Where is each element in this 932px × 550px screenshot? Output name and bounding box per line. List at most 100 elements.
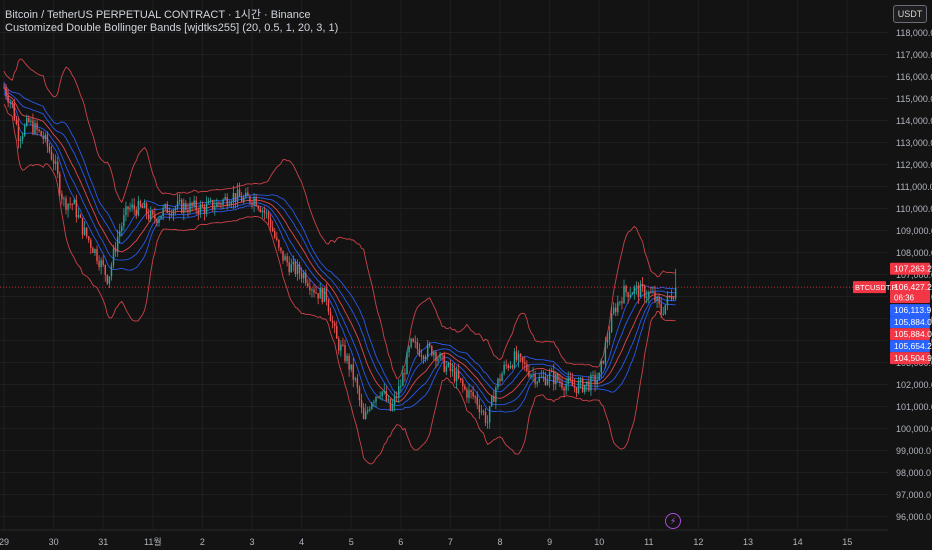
- candle-body: [472, 392, 474, 397]
- candle-body: [362, 407, 365, 420]
- candle-body: [466, 389, 468, 398]
- candle-body: [63, 198, 65, 200]
- indicator-legend[interactable]: Customized Double Bollinger Bands [wjdtk…: [5, 22, 339, 34]
- candle-body: [573, 385, 576, 388]
- candle-body: [381, 391, 383, 397]
- candle-body: [123, 215, 125, 227]
- time-tick-label: 30: [49, 537, 59, 547]
- candle-body: [317, 293, 319, 299]
- candle-body: [606, 339, 609, 343]
- candle-body: [588, 381, 590, 391]
- candle-body: [36, 123, 38, 130]
- price-tick-label: 113,000.0: [896, 138, 932, 148]
- candle-body: [311, 289, 313, 291]
- candle-body: [625, 285, 627, 293]
- candle-body: [627, 292, 629, 298]
- candle-body: [313, 289, 315, 293]
- candle-body: [517, 353, 520, 360]
- candle-body: [193, 200, 195, 207]
- price-tick-label: 115,000.0: [896, 94, 932, 104]
- candle-body: [404, 373, 406, 375]
- candle-body: [131, 204, 133, 208]
- time-tick-label: 7: [448, 537, 453, 547]
- time-tick-label: 11: [644, 537, 653, 547]
- candle-body: [495, 387, 497, 402]
- lightning-icon[interactable]: ⚡: [665, 513, 681, 529]
- candle-body: [501, 373, 503, 382]
- candle-body: [544, 376, 547, 385]
- candle-body: [462, 380, 464, 387]
- candle-body: [565, 384, 567, 391]
- candle-body: [662, 313, 664, 315]
- candle-body: [267, 212, 270, 219]
- candle-body: [201, 204, 204, 207]
- candle-body: [327, 300, 330, 312]
- candle-body: [3, 87, 5, 89]
- price-label-box: [890, 281, 930, 294]
- candle-body: [139, 200, 142, 206]
- candle-body: [586, 381, 588, 385]
- candle-body: [377, 396, 379, 398]
- candle-body: [271, 227, 274, 232]
- price-label-text: 104,504.9: [894, 353, 932, 363]
- candle-body: [350, 364, 352, 370]
- candle-body: [209, 200, 212, 202]
- candle-body: [67, 203, 69, 211]
- symbol-tag-box: [853, 281, 886, 294]
- time-axis: 29 30 31 11월 2 3 4 5 6 7 8 9 10 11 12 13 14 15: [0, 529, 888, 547]
- price-labels: 107,263.2 106,427.2 06:36 106,113.9 105,884.…: [890, 262, 932, 365]
- candle-body: [344, 345, 346, 361]
- candle-body: [191, 202, 193, 207]
- candle-body: [255, 197, 257, 207]
- candle-body: [596, 380, 598, 384]
- candle-body: [650, 292, 652, 294]
- candle-body: [338, 338, 340, 351]
- candle-body: [170, 213, 173, 216]
- candle-body: [536, 381, 538, 384]
- candle-body: [44, 134, 47, 140]
- candle-body: [263, 210, 266, 213]
- candle-body: [499, 378, 501, 382]
- candle-body: [420, 355, 423, 357]
- price-tick-label: 114,000.0: [896, 116, 932, 126]
- candle-body: [81, 217, 84, 235]
- candle-body: [507, 365, 509, 369]
- candle-body: [98, 261, 100, 268]
- symbol-title[interactable]: Bitcoin / TetherUS PERPETUAL CONTRACT · …: [5, 9, 311, 21]
- candle-body: [410, 338, 412, 348]
- candle-body: [50, 151, 53, 160]
- price-tick-label: 99,000.0: [896, 446, 931, 456]
- time-tick-label: 6: [398, 537, 403, 547]
- candle-body: [69, 203, 71, 205]
- candle-body: [119, 231, 121, 237]
- candle-body: [538, 377, 540, 382]
- candle-body: [207, 201, 210, 204]
- price-tick-label: 111,000.0: [896, 182, 932, 192]
- candle-body: [584, 384, 586, 392]
- candle-body: [71, 204, 73, 206]
- candle-body: [278, 239, 280, 248]
- candle-body: [476, 396, 478, 405]
- candle-body: [85, 227, 88, 237]
- candle-body: [422, 356, 425, 360]
- candle-body: [133, 204, 135, 210]
- currency-button[interactable]: USDT: [893, 5, 927, 23]
- time-tick-label: 4: [299, 537, 304, 547]
- time-tick-label: 10: [594, 537, 604, 547]
- candle-body: [532, 374, 534, 376]
- candle-body: [38, 129, 40, 132]
- candle-body: [94, 249, 96, 253]
- candle-body: [393, 396, 396, 405]
- candle-body: [639, 283, 642, 297]
- candle-body: [513, 351, 516, 368]
- candle-body: [451, 369, 454, 372]
- candle-body: [61, 193, 63, 200]
- candle-body: [431, 345, 433, 356]
- candle-body: [526, 364, 528, 372]
- candle-body: [455, 370, 458, 382]
- candle-body: [540, 377, 543, 379]
- price-tick-label: 98,000.0: [896, 468, 931, 478]
- candle-body: [305, 272, 307, 284]
- candle-body: [569, 377, 571, 381]
